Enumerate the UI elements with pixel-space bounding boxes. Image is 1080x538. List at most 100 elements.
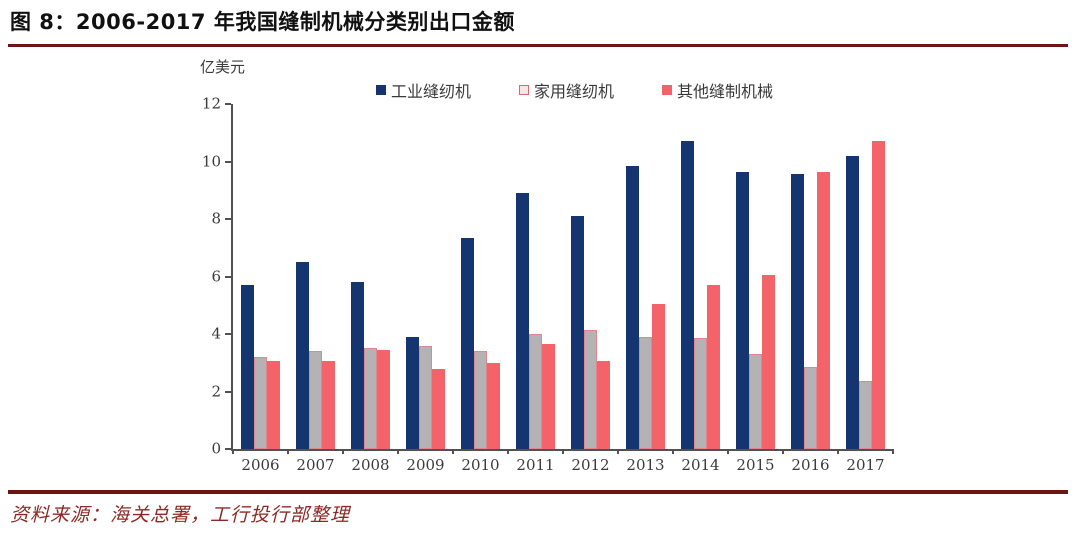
- bar-industrial-2011: [516, 193, 529, 449]
- bar-group-2013: [618, 104, 673, 449]
- x-tick-label-2010: 2010: [461, 456, 500, 474]
- x-axis-labels: 2006 2007 2008 2009 2010 2011 2012 2013 2014 2015…: [233, 456, 893, 474]
- y-tick-mark: [225, 333, 231, 335]
- x-tick-mark: [837, 449, 839, 454]
- chart-legend: 工业缝纫机 家用缝纫机 其他缝制机械: [376, 78, 773, 102]
- legend-swatch-household-icon: [519, 85, 530, 95]
- y-tick-label-6: 6: [211, 267, 221, 285]
- bar-industrial-2006: [241, 285, 254, 449]
- bar-group-2009: [398, 104, 453, 449]
- x-tick-label-2006: 2006: [241, 456, 280, 474]
- y-tick-label-0: 0: [211, 439, 221, 458]
- x-tick-mark: [727, 449, 729, 454]
- y-tick-mark: [225, 448, 231, 450]
- y-tick-mark: [225, 218, 231, 220]
- footer-divider-rule: [8, 490, 1068, 494]
- y-axis-unit-label: 亿美元: [200, 58, 246, 76]
- x-tick-mark: [232, 449, 234, 454]
- bar-household-2008: [364, 348, 377, 449]
- bar-household-2011: [529, 334, 542, 449]
- bar-household-2012: [584, 329, 597, 449]
- bar-other-2011: [542, 344, 555, 449]
- bar-other-2008: [377, 349, 390, 449]
- legend-item-household: 家用缝纫机: [519, 78, 614, 102]
- bar-household-2007: [309, 351, 322, 449]
- x-tick-mark: [562, 449, 564, 454]
- figure-title: 图 8：2006-2017 年我国缝制机械分类别出口金额: [10, 10, 515, 34]
- bar-other-2015: [762, 275, 775, 449]
- y-tick-label-2: 2: [211, 382, 221, 400]
- bar-group-2011: [508, 104, 563, 449]
- bar-industrial-2010: [461, 237, 474, 449]
- legend-swatch-other-icon: [662, 85, 673, 95]
- x-tick-mark: [397, 449, 399, 454]
- bar-household-2006: [254, 357, 267, 449]
- bar-other-2016: [817, 171, 830, 449]
- y-tick-label-4: 4: [211, 324, 221, 343]
- x-tick-label-2007: 2007: [296, 456, 335, 474]
- bar-industrial-2017: [846, 155, 859, 449]
- x-tick-mark: [617, 449, 619, 454]
- bar-group-2014: [673, 104, 728, 449]
- bar-industrial-2014: [681, 141, 694, 449]
- bar-group-2008: [343, 104, 398, 449]
- y-tick-mark: [225, 160, 231, 163]
- bar-industrial-2012: [571, 216, 584, 449]
- bar-industrial-2013: [626, 165, 639, 449]
- legend-swatch-industrial-icon: [376, 85, 386, 95]
- bar-household-2016: [804, 367, 817, 449]
- bar-other-2013: [652, 303, 665, 449]
- x-tick-label-2008: 2008: [351, 456, 390, 474]
- bar-industrial-2015: [736, 171, 749, 449]
- bar-other-2012: [597, 361, 610, 449]
- x-tick-mark: [892, 449, 894, 454]
- legend-item-industrial: 工业缝纫机: [376, 78, 471, 102]
- x-tick-label-2016: 2016: [791, 456, 830, 474]
- bar-other-2009: [432, 368, 445, 449]
- bar-industrial-2007: [296, 262, 309, 449]
- bar-industrial-2016: [791, 174, 804, 449]
- bar-other-2007: [322, 361, 335, 449]
- x-tick-label-2015: 2015: [736, 456, 775, 474]
- legend-item-other: 其他缝制机械: [662, 78, 773, 102]
- bar-household-2017: [859, 381, 872, 449]
- bar-group-2016: [783, 104, 838, 449]
- bar-household-2015: [749, 354, 762, 449]
- bar-industrial-2008: [351, 282, 364, 449]
- bar-industrial-2009: [406, 336, 419, 449]
- title-divider-rule: [8, 44, 1068, 47]
- x-tick-label-2009: 2009: [406, 456, 445, 474]
- y-tick-label-12: 12: [201, 94, 221, 113]
- x-tick-mark: [507, 449, 509, 454]
- bar-other-2014: [707, 285, 720, 449]
- bar-household-2013: [639, 336, 652, 449]
- bar-group-2012: [563, 104, 618, 449]
- legend-label-other: 其他缝制机械: [677, 82, 774, 101]
- bar-series-container: [233, 104, 893, 449]
- legend-label-industrial: 工业缝纫机: [391, 82, 472, 101]
- x-tick-label-2014: 2014: [681, 456, 720, 474]
- bar-other-2010: [487, 362, 500, 449]
- y-tick-label-10: 10: [201, 152, 221, 170]
- y-tick-mark: [225, 103, 231, 105]
- bar-group-2007: [288, 104, 343, 449]
- plot-area: 2006 2007 2008 2009 2010 2011 2012 2013 2014 2015…: [202, 96, 894, 474]
- y-tick-mark: [225, 390, 231, 393]
- bar-group-2015: [728, 104, 783, 449]
- x-tick-mark: [342, 449, 344, 454]
- x-tick-label-2011: 2011: [516, 456, 555, 474]
- bar-group-2006: [233, 104, 288, 449]
- x-tick-mark: [782, 449, 784, 454]
- x-tick-mark: [287, 449, 289, 454]
- y-tick-label-8: 8: [211, 209, 221, 228]
- x-tick-mark: [672, 449, 674, 454]
- bar-household-2014: [694, 338, 707, 449]
- bar-other-2017: [872, 141, 885, 449]
- x-tick-mark: [452, 449, 454, 454]
- source-note: 资料来源：海关总署，工行投行部整理: [10, 504, 351, 526]
- bar-household-2010: [474, 351, 487, 449]
- x-tick-label-2017: 2017: [846, 456, 885, 474]
- legend-label-household: 家用缝纫机: [534, 82, 615, 101]
- bar-group-2010: [453, 104, 508, 449]
